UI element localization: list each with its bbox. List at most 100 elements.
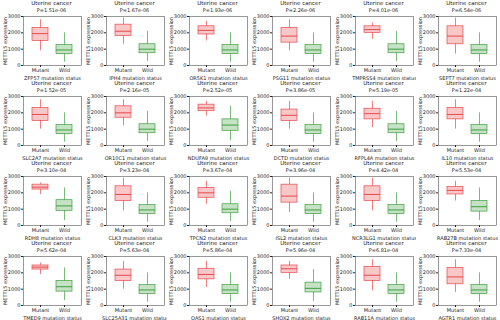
svg-text:1000: 1000 [174, 45, 187, 51]
svg-text:0: 0 [100, 222, 103, 228]
svg-text:3000: 3000 [8, 173, 21, 179]
svg-text:3000: 3000 [91, 93, 104, 99]
svg-text:DCTD mutation status: DCTD mutation status [274, 154, 330, 160]
svg-text:Mutant: Mutant [364, 67, 382, 73]
svg-text:2000: 2000 [257, 109, 270, 115]
svg-text:METTL5 expression: METTL5 expression [2, 16, 9, 64]
svg-text:SLC2A7 mutation status: SLC2A7 mutation status [22, 154, 83, 160]
svg-text:3000: 3000 [340, 13, 353, 19]
svg-text:0: 0 [100, 142, 103, 148]
svg-text:JPH4 mutation status: JPH4 mutation status [108, 74, 162, 80]
svg-text:METTL5 expression: METTL5 expression [168, 16, 175, 64]
svg-text:Wild: Wild [308, 147, 319, 153]
svg-text:Mutant: Mutant [32, 227, 50, 233]
svg-text:3000: 3000 [340, 253, 353, 259]
svg-text:AGTR1 mutation status: AGTR1 mutation status [439, 314, 497, 320]
svg-text:2000: 2000 [174, 109, 187, 115]
svg-text:1000: 1000 [340, 285, 353, 291]
svg-text:CLK3 mutation status: CLK3 mutation status [109, 234, 163, 240]
svg-text:3000: 3000 [257, 93, 270, 99]
svg-text:RAB11A mutation status: RAB11A mutation status [354, 314, 415, 320]
svg-text:NDUFA9 mutation status: NDUFA9 mutation status [188, 154, 250, 160]
svg-text:0: 0 [183, 302, 186, 308]
svg-text:RDH8 mutation status: RDH8 mutation status [25, 234, 81, 240]
svg-text:Wild: Wild [391, 227, 402, 233]
svg-text:0: 0 [432, 62, 435, 68]
svg-text:Wild: Wild [225, 147, 236, 153]
svg-text:1000: 1000 [8, 45, 21, 51]
svg-text:METTL5 expression: METTL5 expression [168, 256, 175, 304]
svg-text:0: 0 [100, 302, 103, 308]
svg-text:0: 0 [432, 302, 435, 308]
svg-text:Mutant: Mutant [198, 307, 216, 313]
svg-text:Mutant: Mutant [364, 307, 382, 313]
svg-text:Mutant: Mutant [32, 307, 50, 313]
svg-text:Wild: Wild [474, 147, 485, 153]
svg-text:1000: 1000 [257, 125, 270, 131]
svg-text:ZFP57 mutation status: ZFP57 mutation status [24, 74, 81, 80]
svg-text:Mutant: Mutant [115, 227, 133, 233]
svg-text:0: 0 [349, 302, 352, 308]
svg-text:0: 0 [183, 222, 186, 228]
svg-text:Wild: Wild [474, 227, 485, 233]
svg-text:METTL5 expression: METTL5 expression [85, 16, 92, 64]
svg-text:Mutant: Mutant [115, 307, 133, 313]
svg-text:3000: 3000 [174, 173, 187, 179]
svg-text:0: 0 [100, 62, 103, 68]
svg-text:Mutant: Mutant [198, 147, 216, 153]
svg-text:1000: 1000 [174, 285, 187, 291]
svg-text:Mutant: Mutant [281, 227, 299, 233]
svg-text:2000: 2000 [91, 29, 104, 35]
svg-text:2000: 2000 [174, 269, 187, 275]
svg-text:2000: 2000 [8, 269, 21, 275]
svg-text:1000: 1000 [8, 125, 21, 131]
svg-text:2000: 2000 [8, 29, 21, 35]
svg-text:0: 0 [349, 222, 352, 228]
svg-text:2000: 2000 [91, 109, 104, 115]
svg-text:Mutant: Mutant [198, 227, 216, 233]
svg-text:1000: 1000 [340, 125, 353, 131]
svg-text:RFPL4A mutation status: RFPL4A mutation status [355, 154, 415, 160]
svg-text:2000: 2000 [340, 109, 353, 115]
svg-text:Mutant: Mutant [281, 147, 299, 153]
svg-text:Mutant: Mutant [447, 67, 465, 73]
svg-text:METTL5 expression: METTL5 expression [334, 256, 341, 304]
svg-text:0: 0 [183, 62, 186, 68]
svg-text:3000: 3000 [423, 173, 436, 179]
svg-text:0: 0 [349, 142, 352, 148]
svg-text:0: 0 [266, 142, 269, 148]
svg-text:METTL5 expression: METTL5 expression [417, 96, 424, 144]
svg-text:1000: 1000 [91, 125, 104, 131]
svg-text:1000: 1000 [8, 285, 21, 291]
svg-text:3000: 3000 [8, 13, 21, 19]
svg-text:0: 0 [349, 62, 352, 68]
svg-text:Mutant: Mutant [115, 147, 133, 153]
svg-text:METTL5 expression: METTL5 expression [417, 176, 424, 224]
svg-text:Wild: Wild [308, 307, 319, 313]
svg-text:TMPRSS4 mutation status: TMPRSS4 mutation status [351, 74, 416, 80]
svg-text:2000: 2000 [174, 189, 187, 195]
svg-text:2000: 2000 [257, 29, 270, 35]
svg-text:2000: 2000 [257, 269, 270, 275]
svg-text:Wild: Wild [142, 147, 153, 153]
svg-text:2000: 2000 [423, 189, 436, 195]
svg-text:3000: 3000 [91, 253, 104, 259]
svg-text:METTL5 expression: METTL5 expression [2, 256, 9, 304]
svg-text:3000: 3000 [174, 93, 187, 99]
svg-text:1000: 1000 [340, 45, 353, 51]
svg-text:METTL5 expression: METTL5 expression [334, 96, 341, 144]
svg-text:METTL5 expression: METTL5 expression [334, 176, 341, 224]
svg-text:Mutant: Mutant [447, 147, 465, 153]
svg-text:RAB27B mutation status: RAB27B mutation status [437, 234, 498, 240]
svg-text:3000: 3000 [8, 253, 21, 259]
svg-text:METTL5 expression: METTL5 expression [85, 176, 92, 224]
svg-text:0: 0 [432, 142, 435, 148]
svg-text:NCR3LG1 mutation status: NCR3LG1 mutation status [352, 234, 416, 240]
svg-text:Mutant: Mutant [364, 227, 382, 233]
svg-text:0: 0 [266, 62, 269, 68]
svg-text:TPCN2 mutation status: TPCN2 mutation status [189, 234, 248, 240]
svg-text:METTL5 expression: METTL5 expression [168, 176, 175, 224]
svg-text:Mutant: Mutant [32, 67, 50, 73]
svg-text:0: 0 [266, 302, 269, 308]
svg-text:3000: 3000 [174, 253, 187, 259]
